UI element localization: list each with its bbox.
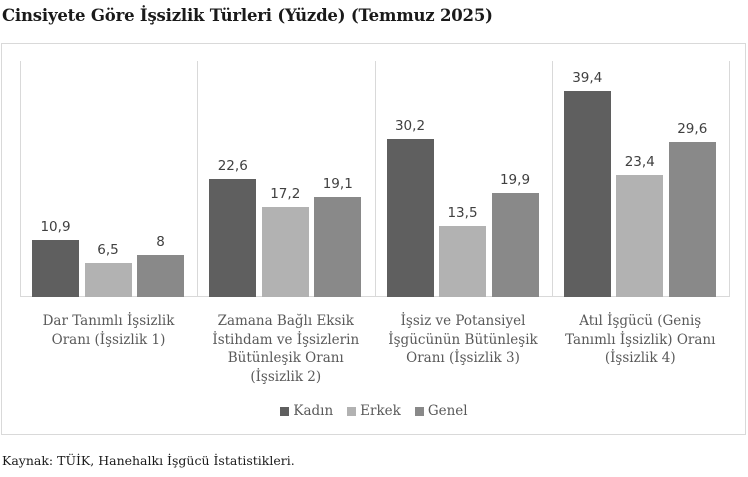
category-separator [729,61,730,297]
legend: Kadın Erkek Genel [0,403,748,419]
category-label: Zamana Bağlı Eksik İstihdam ve İşsizlerin… [212,313,360,385]
legend-swatch-icon [414,406,424,416]
bar-genel-3 [491,192,539,297]
data-label: 39,4 [572,69,603,86]
bar-erkek-3 [439,226,486,297]
legend-swatch-icon [347,406,357,416]
chart-title: Cinsiyete Göre İşsizlik Türleri (Yüzde) … [2,6,493,25]
data-label: 19,1 [322,176,353,193]
bar-kadin-3 [386,139,434,297]
data-label: 10,9 [40,219,71,235]
data-label: 8 [156,234,165,251]
category-label: İşsiz ve Potansiyel İşgücünün Bütünleşik O… [388,313,538,366]
category-separator [552,61,553,297]
category-label: Atıl İşgücü (Geniş Tanımlı İşsizlik) Oran… [565,313,716,366]
data-label: 30,2 [394,118,426,135]
bar-genel-4 [668,142,716,297]
bar-genel-2 [314,197,362,297]
legend-item: Kadın [280,403,333,419]
plot-area: 10,9 6,5 8 22,6 17,2 19,1 30,2 13,5 19,9 39,4 23,4… [20,61,730,297]
category-label: Dar Tanımlı İşsizlik Oranı (İşsizlik 1) [42,313,175,348]
legend-label: Genel [427,403,468,419]
bar-erkek-2 [261,207,309,297]
category-separator [20,61,21,297]
legend-item: Erkek [347,403,401,419]
bar-erkek-4 [616,174,664,297]
bar-genel-1 [137,255,184,297]
legend-label: Kadın [293,403,334,419]
data-label: 22,6 [217,157,248,174]
data-label: 17,2 [270,186,301,203]
source-note: Kaynak: TÜİK, Hanehalkı İşgücü İstatisti… [2,453,295,468]
category-separator [197,61,198,297]
legend-swatch-icon [280,406,290,416]
bar-kadin-1 [32,240,79,297]
bar-erkek-1 [84,263,132,297]
data-label: 6,5 [97,242,119,259]
data-label: 13,5 [447,205,478,222]
legend-label: Erkek [360,403,401,419]
chart-frame [1,43,746,435]
category-separator [375,61,376,297]
bar-kadin-4 [563,90,611,297]
x-axis-baseline [20,296,729,297]
legend-item: Genel [414,403,468,419]
data-label: 23,4 [624,153,655,170]
data-label: 19,9 [499,171,531,188]
data-label: 29,6 [677,121,708,138]
bar-kadin-2 [209,178,257,297]
